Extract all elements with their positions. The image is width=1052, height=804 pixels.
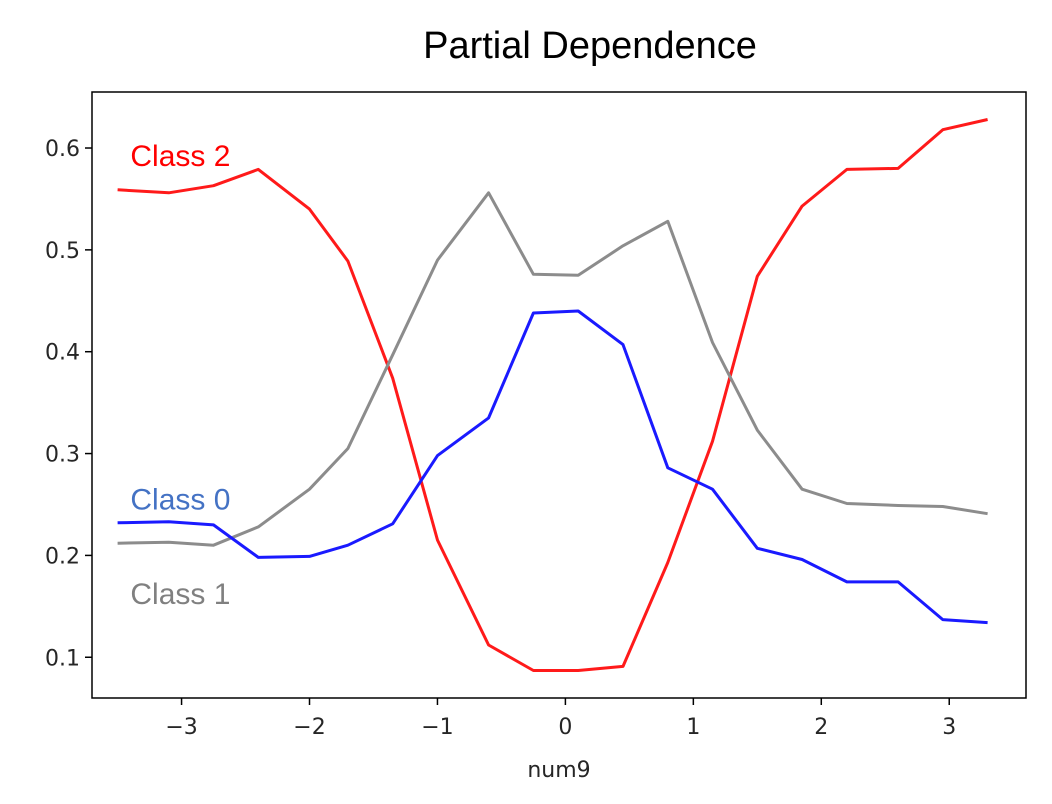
chart-title: Partial Dependence (423, 25, 757, 67)
x-tick-label: −1 (421, 715, 453, 740)
x-tick-label: −2 (293, 715, 325, 740)
series-layer (117, 118, 988, 672)
y-tick-label: 0.6 (45, 137, 80, 162)
series-line-class-1 (117, 191, 988, 547)
x-tick-label: 2 (814, 715, 828, 740)
series-line-class-2 (117, 118, 988, 672)
series-line-class-0 (117, 309, 988, 625)
series-label-class-1: Class 1 (130, 578, 230, 611)
x-tick-label: 0 (558, 715, 572, 740)
y-tick-label: 0.2 (45, 544, 80, 569)
x-tick-label: −3 (165, 715, 197, 740)
x-tick-label: 3 (942, 715, 956, 740)
ticks-layer: −3 −2 −1 0 1 2 3 0.1 0.2 0.3 0.4 0.5 0.6 (45, 137, 956, 740)
series-label-class-2: Class 2 (130, 140, 230, 173)
plot-frame (91, 91, 1027, 699)
y-tick-label: 0.4 (45, 341, 80, 366)
labels-layer: Class 2 Class 0 Class 1 (130, 140, 230, 611)
x-axis-label: num9 (527, 758, 590, 783)
x-tick-label: 1 (686, 715, 700, 740)
y-tick-label: 0.3 (45, 443, 80, 468)
series-label-class-0: Class 0 (130, 483, 230, 516)
y-tick-label: 0.1 (45, 646, 80, 671)
y-tick-label: 0.5 (45, 239, 80, 264)
